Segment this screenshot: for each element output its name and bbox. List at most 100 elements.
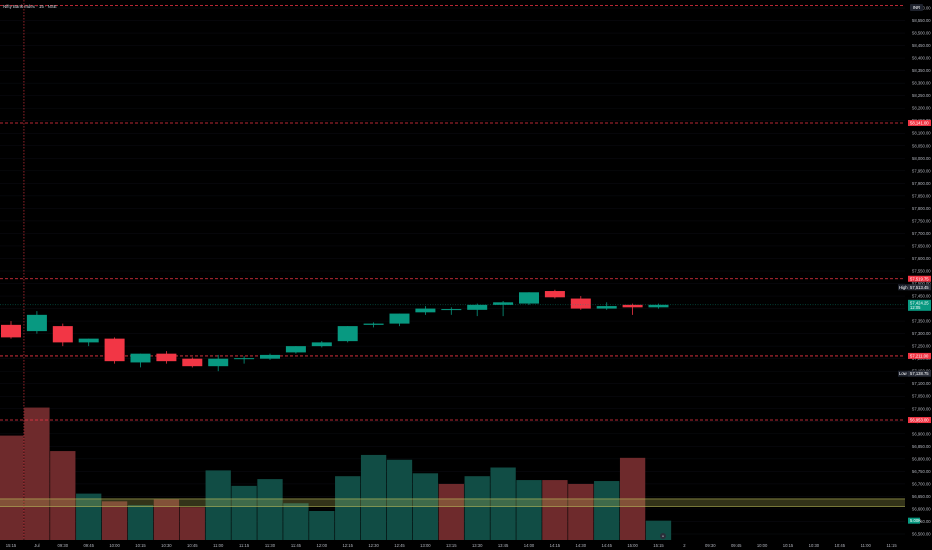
price-tick-label: 57,500.00 <box>912 281 931 286</box>
level-price-label: 57,519.75 <box>910 276 929 281</box>
candle-body <box>156 353 177 362</box>
last-price-badge <box>908 299 931 311</box>
price-tick-label: 56,700.00 <box>912 481 931 486</box>
level-price-badge <box>908 119 931 126</box>
low-marker-badge <box>908 370 931 377</box>
low-marker-label: Low <box>899 371 908 376</box>
time-tick-label: 15:00 <box>627 543 638 548</box>
candle-body <box>1 324 21 338</box>
candle-body <box>337 326 358 342</box>
symbol-title: Nifty Bank Index · 15 · NSE <box>3 4 57 9</box>
price-tick-label: 58,550.00 <box>912 18 931 23</box>
time-axis[interactable] <box>0 540 905 550</box>
price-tick-label: 57,300.00 <box>912 331 931 336</box>
volume-bar <box>360 454 387 540</box>
time-tick-label: 13:15 <box>446 543 457 548</box>
candle-body <box>182 358 203 367</box>
volume-bar <box>127 505 154 540</box>
candle-body <box>130 353 151 363</box>
candle-body <box>311 342 332 347</box>
currency-badge[interactable]: INR <box>910 4 923 11</box>
candle-body <box>26 314 47 332</box>
candle-body <box>441 309 462 311</box>
candle-body <box>570 298 591 309</box>
volume-bar <box>205 470 231 540</box>
candle-body <box>519 292 539 304</box>
volume-bar <box>24 407 50 540</box>
time-tick-label: 13:45 <box>498 543 509 548</box>
currency-label: INR <box>913 5 920 10</box>
volume-bars <box>0 407 672 540</box>
time-tick-label: 10:15 <box>135 543 146 548</box>
candle-body <box>234 358 255 360</box>
level-price-label: 58,141.00 <box>910 120 929 125</box>
price-tick-label: 56,600.00 <box>912 506 931 511</box>
time-tick-label: 12:15 <box>342 543 353 548</box>
candle-body <box>596 306 617 309</box>
high-marker-label: High <box>899 285 908 290</box>
price-tick-label: 58,200.00 <box>912 106 931 111</box>
price-tick-label: 56,550.00 <box>912 519 931 524</box>
time-tick-label: 12:30 <box>368 543 379 548</box>
horizontal-levels[interactable] <box>0 5 905 421</box>
time-tick-label: 10:00 <box>757 543 768 548</box>
candle-body <box>52 326 73 343</box>
time-tick-label: 10:45 <box>835 543 846 548</box>
volume-bar <box>542 480 568 540</box>
candle-body <box>648 304 669 308</box>
time-tick-label: 12:00 <box>317 543 328 548</box>
volume-bar <box>76 493 102 540</box>
price-tick-label: 58,300.00 <box>912 81 931 86</box>
price-tick-label: 57,750.00 <box>912 218 931 223</box>
time-tick-label: 09:30 <box>705 543 716 548</box>
candle-body <box>622 304 643 308</box>
time-tick-label: 10:30 <box>161 543 172 548</box>
time-tick-label: 11:15 <box>239 543 250 548</box>
time-tick-label: 10:45 <box>187 543 198 548</box>
low-marker-value: 57,138.75 <box>910 371 929 376</box>
time-tick-label: 11:00 <box>213 543 224 548</box>
level-price-badge <box>908 417 931 424</box>
scroll-to-realtime-button[interactable]: » <box>660 533 666 539</box>
price-tick-label: 56,800.00 <box>912 456 931 461</box>
volume-bar <box>50 451 76 540</box>
volume-bar <box>464 476 490 540</box>
price-zone <box>0 498 905 507</box>
time-tick-label: 15:15 <box>6 543 17 548</box>
price-tick-label: 57,050.00 <box>912 394 931 399</box>
time-tick-label: 14:45 <box>601 543 612 548</box>
volume-bar <box>594 481 620 540</box>
candle-body <box>467 304 488 310</box>
time-tick-label: 10:30 <box>809 543 820 548</box>
time-tick-label: 11:00 <box>861 543 872 548</box>
volume-bar <box>101 501 128 540</box>
time-tick-label: 09:30 <box>58 543 69 548</box>
candle-body <box>493 302 514 305</box>
time-tick-label: 13:30 <box>472 543 483 548</box>
price-tick-label: 57,100.00 <box>912 381 931 386</box>
candle-body <box>415 308 436 313</box>
price-tick-label: 58,100.00 <box>912 131 931 136</box>
volume-bar <box>645 520 672 540</box>
time-tick-label: 14:30 <box>576 543 587 548</box>
time-tick-label: 11:15 <box>887 543 898 548</box>
price-tick-label: 57,700.00 <box>912 231 931 236</box>
time-tick-label: Jul <box>34 543 39 548</box>
volume-bar <box>568 483 594 540</box>
price-tick-label: 56,850.00 <box>912 444 931 449</box>
price-tick-label: 57,650.00 <box>912 243 931 248</box>
price-tick-label: 56,500.00 <box>912 532 931 537</box>
low-marker-tag <box>898 370 908 377</box>
candles[interactable] <box>1 289 669 372</box>
time-tick-label: 11:45 <box>291 543 302 548</box>
price-axis[interactable] <box>905 0 932 540</box>
price-tick-label: 56,750.00 <box>912 469 931 474</box>
time-axis-labels: 15:15 Jul 09:30 09:45 10:00 10:15 10:30 10:45 11… <box>6 543 898 548</box>
price-tick-label: 58,400.00 <box>912 56 931 61</box>
volume-badge-value: 5.00K <box>910 518 921 523</box>
volume-bar <box>0 435 24 540</box>
volume-bar <box>309 511 335 540</box>
volume-bar <box>335 476 361 540</box>
time-tick-label: 14:15 <box>550 543 561 548</box>
